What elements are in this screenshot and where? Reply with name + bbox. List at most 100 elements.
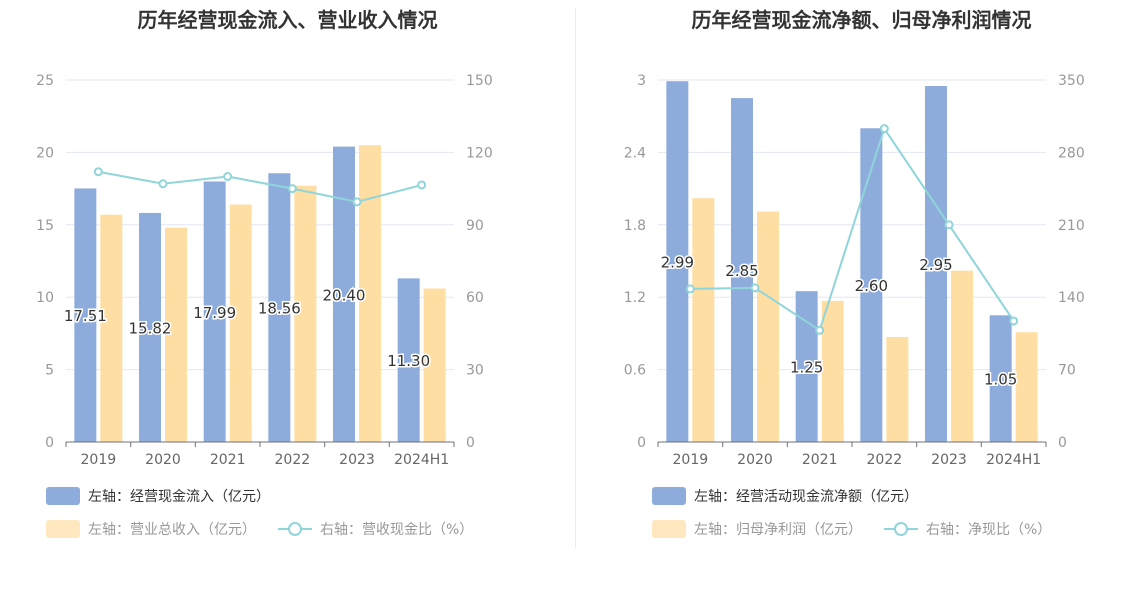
- legend-item-revenue[interactable]: 左轴：营业总收入（亿元）: [46, 519, 256, 539]
- chart-plot-area: 0 0.6 1.2 1.8 2.4 3 0 70 140 210 280 350 2019 2020 202…: [624, 73, 1085, 468]
- bar-series-2: [757, 211, 779, 442]
- legend-item-cash-ratio[interactable]: 右轴：营收现金比（%）: [278, 519, 473, 539]
- legend-swatch: [46, 487, 80, 505]
- x-axis-tick-label: 2021: [802, 452, 838, 468]
- left-axis-tick-label: 25: [36, 73, 54, 89]
- left-axis-tick-label: 20: [36, 145, 54, 161]
- left-axis-tick-label: 15: [36, 218, 54, 234]
- right-axis-tick-label: 120: [466, 145, 493, 161]
- legend-swatch: [46, 520, 80, 538]
- x-axis-tick-label: 2021: [210, 452, 246, 468]
- bar-series-1: [989, 315, 1012, 442]
- left-axis-tick-label: 1.2: [624, 290, 646, 306]
- line-point: [944, 220, 954, 230]
- right-axis-tick-label: 0: [1058, 435, 1067, 451]
- left-axis-tick-label: 1.8: [624, 218, 646, 234]
- right-axis-tick-label: 30: [466, 363, 484, 379]
- cash-inflow-revenue-chart: 历年经营现金流入、营业收入情况 0 5 10 15 20 25 0 30 60 90 120 150 2…: [36, 8, 495, 539]
- line-point: [417, 180, 427, 190]
- left-axis-tick-label: 5: [45, 363, 54, 379]
- bar-data-label: 2.99: [661, 254, 694, 272]
- legend-item-net-cashflow[interactable]: 左轴：经营活动现金流净额（亿元）: [652, 486, 918, 506]
- bar-data-label: 17.51: [64, 307, 107, 325]
- left-axis-tick-label: 0: [637, 435, 646, 451]
- bar-data-label: 2.60: [855, 277, 888, 295]
- line-point: [750, 283, 760, 293]
- x-axis-tick-label: 2020: [145, 452, 181, 468]
- legend-item-net-profit[interactable]: 左轴：归母净利润（亿元）: [652, 519, 862, 539]
- right-axis-tick-label: 70: [1058, 363, 1076, 379]
- line-point: [1009, 316, 1019, 326]
- legend-label: 左轴：营业总收入（亿元）: [88, 522, 256, 538]
- right-axis-tick-label: 60: [466, 290, 484, 306]
- bar-data-label: 15.82: [129, 319, 172, 337]
- x-axis-tick-label: 2023: [931, 452, 967, 468]
- bar-series-2: [100, 214, 123, 442]
- legend-row: 左轴：归母净利润（亿元） 右轴：净现比（%）: [652, 519, 1073, 539]
- bar-series-1: [860, 128, 883, 442]
- x-axis-tick-label: 2024H1: [394, 452, 449, 468]
- bar-series-1: [333, 146, 355, 442]
- left-axis-tick-label: 2.4: [624, 145, 646, 161]
- legend-label: 左轴：归母净利润（亿元）: [694, 522, 862, 538]
- legend-label: 右轴：净现比（%）: [926, 522, 1052, 538]
- bar-series-2: [229, 204, 252, 442]
- bar-series-2: [165, 227, 187, 442]
- legend-row: 左轴：经营现金流入（亿元）: [46, 486, 292, 506]
- legend-item-cash-inflow[interactable]: 左轴：经营现金流入（亿元）: [46, 486, 270, 506]
- line-point: [685, 284, 695, 294]
- legend-label: 左轴：经营活动现金流净额（亿元）: [694, 489, 918, 505]
- line-point: [815, 325, 825, 335]
- bar-series-1: [925, 86, 947, 443]
- legend-row: 左轴：营业总收入（亿元） 右轴：营收现金比（%）: [46, 519, 495, 539]
- bar-data-label: 1.05: [984, 371, 1017, 389]
- right-axis-tick-label: 210: [1058, 218, 1085, 234]
- legend-line-marker: [884, 520, 918, 538]
- line-point: [879, 124, 889, 134]
- x-axis-tick-label: 2019: [673, 452, 709, 468]
- bar-series-1: [397, 278, 420, 442]
- legend-swatch: [652, 487, 686, 505]
- bar-series-2: [1015, 332, 1038, 442]
- legend-label: 右轴：营收现金比（%）: [320, 522, 474, 538]
- legend-line-marker: [278, 520, 312, 538]
- x-axis-tick-label: 2024H1: [986, 452, 1041, 468]
- bar-data-label: 1.25: [790, 359, 823, 377]
- line-point: [352, 197, 362, 207]
- bar-series-1: [268, 173, 291, 442]
- legend-swatch: [652, 520, 686, 538]
- right-axis-tick-label: 90: [466, 218, 484, 234]
- bar-series-2: [423, 288, 446, 442]
- legend-item-net-cash-ratio[interactable]: 右轴：净现比（%）: [884, 519, 1051, 539]
- bar-data-label: 18.56: [258, 300, 301, 318]
- bar-series-2: [821, 300, 844, 442]
- bar-data-label: 2.95: [919, 256, 952, 274]
- net-cashflow-profit-chart: 历年经营现金流净额、归母净利润情况 0 0.6 1.2 1.8 2.4 3 0 70 140 21…: [576, 0, 1147, 589]
- bar-data-label: 11.30: [387, 352, 430, 370]
- x-axis-tick-label: 2023: [339, 452, 375, 468]
- right-axis-tick-label: 0: [466, 435, 475, 451]
- bar-series-1: [203, 181, 226, 442]
- left-axis-tick-label: 0: [45, 435, 54, 451]
- line-point: [93, 167, 103, 177]
- line-point: [158, 179, 168, 189]
- bar-series-2: [951, 270, 973, 442]
- bar-data-label: 2.85: [725, 262, 758, 280]
- right-axis-tick-label: 280: [1058, 145, 1085, 161]
- bar-series-2: [294, 185, 317, 443]
- x-axis-tick-label: 2019: [81, 452, 117, 468]
- bar-series-1: [666, 81, 689, 442]
- bar-series-1: [139, 212, 161, 442]
- legend-label: 左轴：经营现金流入（亿元）: [88, 489, 270, 505]
- bar-series-1: [74, 188, 97, 442]
- chart-title: 历年经营现金流入、营业收入情况: [137, 8, 438, 32]
- bar-series-2: [359, 145, 381, 442]
- right-axis-tick-label: 140: [1058, 290, 1085, 306]
- panel-divider: [575, 8, 576, 548]
- right-axis-tick-label: 350: [1058, 73, 1085, 89]
- chart-plot-area: 0 5 10 15 20 25 0 30 60 90 120 150 2019 2020 2021 2022 2…: [36, 73, 493, 468]
- bar-series-2: [886, 337, 909, 442]
- line-series: [98, 170, 422, 203]
- line-point: [287, 184, 297, 194]
- right-axis-tick-label: 150: [466, 73, 493, 89]
